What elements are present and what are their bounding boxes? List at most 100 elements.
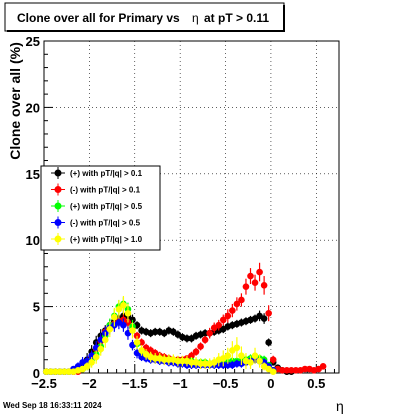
data-point [260, 315, 268, 322]
x-tick-label: −0.5 [213, 376, 239, 391]
data-point [292, 367, 300, 374]
data-point [301, 365, 309, 373]
data-point [201, 360, 209, 368]
y-tick-label: 5 [33, 300, 40, 315]
data-point [219, 316, 227, 324]
data-point [174, 357, 182, 365]
legend-label: (+) with pT/|q| > 0.1 [70, 169, 143, 178]
legend-marker [54, 235, 62, 243]
chart-title-suffix: at pT > 0.11 [204, 11, 269, 25]
timestamp: Wed Sep 18 16:33:11 2024 [3, 401, 102, 410]
data-point [61, 368, 68, 375]
data-point [247, 272, 254, 280]
chart-title-symbol: η [192, 11, 199, 25]
data-point [97, 345, 105, 353]
legend-label: (+) with pT/|q| > 1.0 [70, 235, 143, 244]
data-point [269, 356, 277, 364]
data-point [42, 368, 50, 375]
x-tick-label: −1 [173, 376, 188, 391]
legend-label: (-) with pT/|q| > 0.1 [70, 186, 141, 195]
data-point [179, 357, 186, 365]
data-point [106, 325, 114, 333]
data-point [92, 353, 100, 361]
y-tick-label: 15 [26, 167, 40, 182]
data-point [151, 355, 159, 362]
data-point [224, 312, 232, 320]
data-point [229, 307, 236, 314]
data-point [47, 368, 55, 375]
data-point [111, 313, 118, 321]
data-point [265, 339, 272, 346]
data-point [124, 309, 132, 317]
data-point [251, 352, 259, 360]
data-point [56, 368, 64, 375]
data-point [278, 367, 286, 374]
y-tick-label: 20 [26, 100, 40, 115]
data-point [215, 321, 223, 329]
y-tick-label: 10 [26, 233, 40, 248]
legend-entry: (+) with pT/|q| > 1.0 [51, 233, 143, 245]
data-point [224, 361, 232, 369]
data-point [233, 300, 241, 308]
data-point [201, 336, 209, 344]
legend: (+) with pT/|q| > 0.1 (-) with pT/|q| > 0… [40, 165, 161, 251]
data-point [256, 357, 263, 365]
data-point [224, 352, 232, 360]
data-point [197, 343, 204, 350]
data-point [201, 329, 209, 337]
data-point [233, 360, 241, 368]
data-point [206, 329, 213, 337]
data-point [247, 359, 254, 366]
data-point [265, 309, 272, 317]
y-tick-label: 25 [26, 34, 40, 49]
data-layer [42, 262, 327, 375]
data-point [97, 336, 105, 344]
data-point [192, 348, 200, 356]
data-point [283, 367, 291, 374]
legend-label: (+) with pT/|q| > 0.5 [70, 202, 143, 211]
data-point [288, 367, 295, 374]
data-point [188, 359, 195, 366]
data-point [238, 296, 245, 304]
data-point [165, 356, 173, 364]
legend-marker [54, 169, 62, 177]
axis-ticks: −2.5 −2 −1.5 −1 −0.5 0 0.5 0 5 10 15 20 25 [26, 34, 335, 391]
data-point [65, 368, 73, 375]
data-point [256, 268, 263, 276]
legend-entry: (+) with pT/|q| > 0.1 [51, 167, 143, 179]
legend-label: (-) with pT/|q| > 0.5 [70, 219, 141, 228]
data-point [151, 328, 159, 336]
data-point [83, 363, 91, 370]
legend-entry: (-) with pT/|q| > 0.5 [51, 216, 141, 229]
chart-title: Clone over all for Primary vs [17, 11, 180, 25]
data-point [120, 301, 127, 309]
data-point [238, 352, 245, 360]
data-point [138, 347, 145, 354]
x-axis-title: η [336, 398, 344, 414]
data-point [160, 356, 168, 364]
y-axis-title: Clone over all (%) [7, 42, 23, 159]
x-tick-label: −2.5 [31, 376, 57, 391]
data-point [183, 335, 191, 342]
data-point [197, 360, 204, 368]
data-point [319, 363, 327, 370]
data-point [115, 305, 123, 313]
legend-entry: (-) with pT/|q| > 0.1 [51, 183, 141, 196]
data-point [260, 282, 268, 289]
x-tick-label: −1.5 [122, 376, 148, 391]
y-tick-label: 0 [33, 366, 40, 381]
data-point [120, 321, 127, 329]
data-point [129, 327, 136, 334]
legend-marker [54, 186, 62, 193]
legend-marker [54, 202, 62, 210]
x-tick-label: 0 [267, 376, 274, 391]
data-point [269, 368, 277, 375]
data-point [188, 352, 195, 360]
data-point [133, 339, 141, 346]
legend-entry: (+) with pT/|q| > 0.5 [51, 200, 143, 212]
series-5 [42, 295, 277, 375]
data-point [101, 336, 109, 344]
legend-marker [54, 219, 62, 226]
x-tick-label: −2 [82, 376, 97, 391]
